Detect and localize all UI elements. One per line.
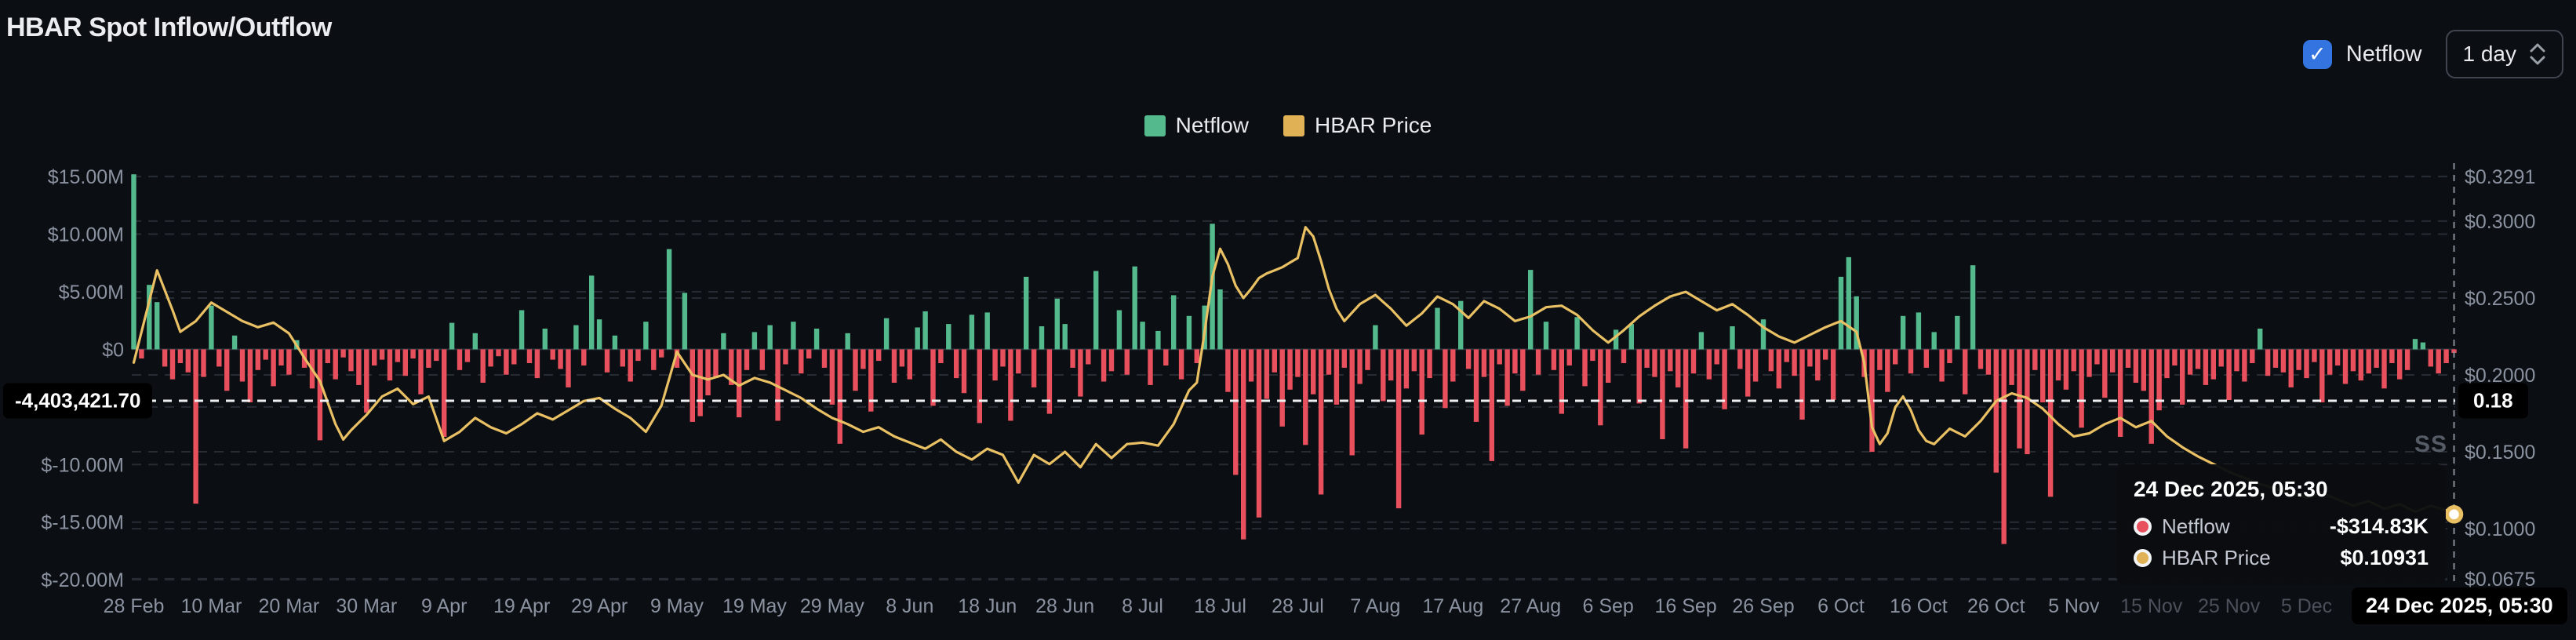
svg-text:17 Aug: 17 Aug — [1422, 595, 1483, 617]
svg-text:$0.3291: $0.3291 — [2465, 166, 2535, 188]
tooltip-series-value: $0.10931 — [2340, 546, 2429, 569]
svg-text:$0: $0 — [102, 339, 124, 361]
svg-text:$5.00M: $5.00M — [59, 282, 124, 304]
checkmark-icon: ✓ — [2308, 42, 2327, 66]
svg-text:8 Jul: 8 Jul — [1122, 595, 1163, 617]
chart-tooltip: 24 Dec 2025, 05:30 Netflow -$314.83K HBA… — [2116, 464, 2446, 584]
svg-text:$0.2500: $0.2500 — [2465, 288, 2535, 310]
svg-text:26 Sep: 26 Sep — [1732, 595, 1794, 617]
page-title: HBAR Spot Inflow/Outflow — [6, 13, 332, 42]
legend-label: HBAR Price — [1315, 113, 1432, 137]
svg-text:27 Aug: 27 Aug — [1500, 595, 1561, 617]
netflow-dot-icon — [2134, 518, 2152, 536]
tooltip-series-value: -$314.83K — [2329, 515, 2429, 538]
crosshair-price-value-pill: 0.18 — [2458, 383, 2528, 419]
svg-text:26 Oct: 26 Oct — [1967, 595, 2025, 617]
netflow-checkbox[interactable]: ✓ Netflow — [2302, 39, 2422, 69]
svg-text:$-10.00M: $-10.00M — [41, 454, 124, 476]
svg-text:19 Apr: 19 Apr — [493, 595, 550, 617]
crosshair-netflow-value-pill: -4,403,421.70 — [3, 383, 153, 419]
crosshair-date-pill: 24 Dec 2025, 05:30 — [2352, 587, 2567, 624]
legend-item-netflow[interactable]: Netflow — [1144, 113, 1249, 138]
svg-text:9 Apr: 9 Apr — [421, 595, 467, 617]
svg-text:25 Nov: 25 Nov — [2198, 595, 2261, 617]
tooltip-date: 24 Dec 2025, 05:30 — [2134, 477, 2328, 501]
svg-text:5 Nov: 5 Nov — [2048, 595, 2100, 617]
svg-text:6 Oct: 6 Oct — [1817, 595, 1865, 617]
hbar-price-dot-icon — [2134, 549, 2152, 567]
legend-item-hbar-price[interactable]: HBAR Price — [1283, 113, 1432, 138]
svg-text:10 Mar: 10 Mar — [181, 595, 242, 617]
chevron-up-down-icon — [2529, 42, 2546, 67]
svg-text:9 May: 9 May — [650, 595, 704, 617]
svg-text:$-20.00M: $-20.00M — [41, 569, 124, 591]
svg-text:16 Sep: 16 Sep — [1654, 595, 1716, 617]
svg-text:20 Mar: 20 Mar — [258, 595, 319, 617]
svg-text:29 Apr: 29 Apr — [571, 595, 628, 617]
svg-text:8 Jun: 8 Jun — [886, 595, 933, 617]
tooltip-row-hbar-price: HBAR Price $0.10931 — [2134, 546, 2429, 570]
tooltip-row-netflow: Netflow -$314.83K — [2134, 515, 2429, 539]
svg-text:$0.0675: $0.0675 — [2465, 569, 2535, 591]
svg-text:29 May: 29 May — [800, 595, 864, 617]
legend-label: Netflow — [1175, 113, 1249, 137]
svg-text:18 Jul: 18 Jul — [1194, 595, 1246, 617]
svg-text:$15.00M: $15.00M — [48, 166, 124, 188]
svg-text:$0.2000: $0.2000 — [2465, 365, 2535, 387]
svg-text:$-15.00M: $-15.00M — [41, 512, 124, 534]
checkbox-box[interactable]: ✓ — [2302, 39, 2332, 69]
svg-text:$0.1500: $0.1500 — [2465, 442, 2535, 464]
svg-text:16 Oct: 16 Oct — [1890, 595, 1948, 617]
tooltip-series-name: HBAR Price — [2162, 546, 2271, 569]
svg-text:28 Jul: 28 Jul — [1272, 595, 1324, 617]
netflow-checkbox-label[interactable]: Netflow — [2345, 41, 2422, 67]
netflow-swatch-icon — [1144, 115, 1166, 136]
svg-text:$0.1000: $0.1000 — [2465, 518, 2535, 540]
svg-text:7 Aug: 7 Aug — [1350, 595, 1400, 617]
hbar-price-swatch-icon — [1283, 115, 1304, 136]
svg-text:18 Jun: 18 Jun — [958, 595, 1017, 617]
svg-text:6 Sep: 6 Sep — [1582, 595, 1633, 617]
interval-select-value: 1 day — [2462, 42, 2517, 66]
watermark: SS — [2414, 431, 2448, 457]
svg-text:28 Jun: 28 Jun — [1035, 595, 1094, 617]
svg-text:$10.00M: $10.00M — [48, 224, 124, 246]
svg-text:15 Nov: 15 Nov — [2120, 595, 2183, 617]
svg-text:19 May: 19 May — [722, 595, 787, 617]
svg-text:30 Mar: 30 Mar — [336, 595, 397, 617]
svg-text:28 Feb: 28 Feb — [104, 595, 165, 617]
interval-select[interactable]: 1 day — [2445, 30, 2563, 78]
svg-text:$0.3000: $0.3000 — [2465, 211, 2535, 233]
chart-controls: ✓ Netflow 1 day — [2302, 30, 2563, 78]
tooltip-series-name: Netflow — [2162, 515, 2230, 538]
chart-legend: Netflow HBAR Price — [0, 113, 2576, 138]
svg-text:5 Dec: 5 Dec — [2281, 595, 2332, 617]
